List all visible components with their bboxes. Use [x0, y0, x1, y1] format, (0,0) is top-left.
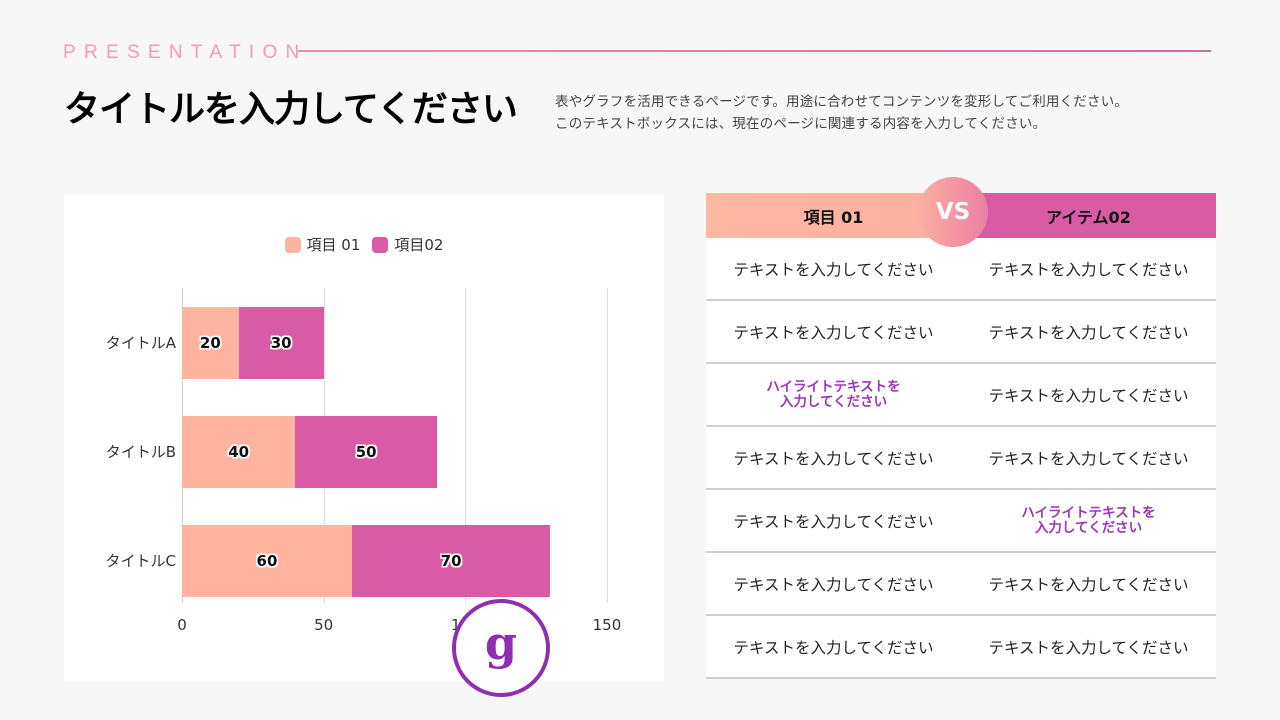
vs-badge: VS [918, 177, 988, 247]
x-tick-label: 150 [592, 616, 622, 634]
comparison-table: 項目 01 アイテム02 VS テキストを入力してください テキストを入力してくだ… [706, 177, 1216, 679]
table-cell: テキストを入力してください [988, 638, 1189, 657]
table-cell: テキストを入力してください [988, 449, 1189, 468]
page-title: タイトルを入力してください [64, 89, 518, 130]
table-cell: テキストを入力してください [988, 575, 1189, 594]
x-tick-label: 0 [177, 616, 187, 634]
legend-swatch-series1 [284, 236, 301, 253]
table-cell: テキストを入力してください [733, 512, 934, 531]
legend-swatch-series2 [372, 236, 389, 253]
table-row: テキストを入力してください ハイライトテキストを 入力してください [706, 490, 1216, 553]
bar-value-label: 50 [355, 443, 377, 461]
x-tick-label: 50 [314, 616, 334, 634]
bar-value-label: 20 [199, 334, 221, 352]
table-row: テキストを入力してください テキストを入力してください [706, 427, 1216, 490]
bar-segment: 30 [238, 307, 324, 379]
description-line: 表やグラフを活用できるページです。用途に合わせてコンテンツを変形してご利用くださ… [555, 94, 1129, 110]
table-row: テキストを入力してください テキストを入力してください [706, 553, 1216, 616]
chart-legend: 項目 01 項目02 [64, 234, 664, 255]
gridline [606, 288, 608, 603]
table-cell: テキストを入力してください [988, 260, 1189, 279]
highlight-cell: ハイライトテキストを 入力してください [766, 378, 901, 410]
category-label: タイトルB [105, 443, 176, 461]
gridline [465, 288, 467, 603]
legend-label: 項目02 [394, 236, 444, 254]
bar-value-label: 70 [440, 552, 462, 570]
bar-segment: 60 [182, 525, 352, 597]
bar-value-label: 40 [228, 443, 250, 461]
table-row: テキストを入力してください テキストを入力してください [706, 301, 1216, 364]
table-body: テキストを入力してください テキストを入力してください テキストを入力してくださいテ… [706, 238, 1216, 679]
table-cell: テキストを入力してください [733, 575, 934, 594]
table-cell: テキストを入力してください [988, 386, 1189, 405]
table-cell: テキストを入力してください [988, 323, 1189, 342]
bar-segment: 20 [182, 307, 239, 379]
chart-plot: 050100150タイトルA2030タイトルB4050タイトルC6070 [64, 195, 664, 681]
table-header: 項目 01 アイテム02 [706, 193, 1216, 238]
g-logo-icon: g [484, 616, 518, 670]
bar-segment: 40 [182, 416, 296, 488]
kicker-label: PRESENTATION [63, 42, 308, 63]
table-row: ハイライトテキストを 入力してください テキストを入力してください [706, 364, 1216, 427]
category-label: タイトルA [105, 334, 176, 352]
description-line: このテキストボックスには、現在のページに関連する内容を入力してください。 [555, 116, 1047, 132]
bar-segment: 50 [295, 416, 437, 488]
bar-segment: 70 [351, 525, 551, 597]
g-badge: g [452, 599, 550, 697]
table-row: テキストを入力してください テキストを入力してください [706, 616, 1216, 679]
legend-item-series2: 項目02 [372, 234, 443, 255]
category-label: タイトルC [105, 552, 176, 570]
table-row: テキストを入力してください テキストを入力してください [706, 238, 1216, 301]
kicker-divider [298, 50, 1211, 52]
header-right: アイテム02 [961, 193, 1216, 238]
highlight-cell: ハイライトテキストを 入力してください [1021, 504, 1156, 536]
table-cell: テキストを入力してください [733, 638, 934, 657]
table-cell: テキストを入力してください [733, 323, 934, 342]
bar-value-label: 60 [256, 552, 278, 570]
chart-card: 項目 01 項目02 050100150タイトルA2030タイトルB4050タイ… [64, 195, 664, 697]
table-cell: テキストを入力してください [733, 260, 934, 279]
legend-item-series1: 項目 01 [284, 234, 361, 255]
bar-value-label: 30 [270, 334, 292, 352]
legend-label: 項目 01 [306, 236, 361, 254]
page-description: 表やグラフを活用できるページです。用途に合わせてコンテンツを変形してご利用くださ… [555, 91, 1128, 135]
table-cell: テキストを入力してください [733, 449, 934, 468]
